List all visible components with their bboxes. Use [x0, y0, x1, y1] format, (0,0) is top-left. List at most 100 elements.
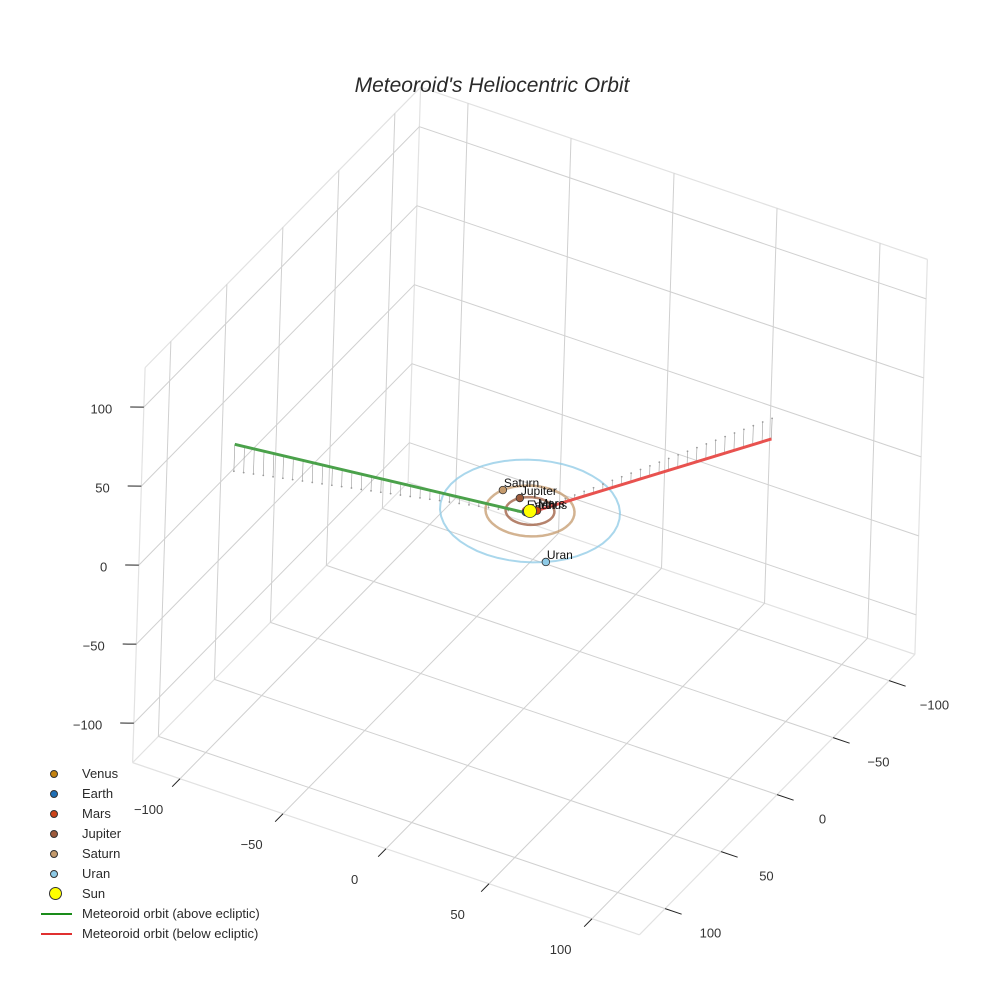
drop-point [409, 495, 412, 498]
legend-item-mars[interactable]: Mars [36, 804, 260, 824]
drop-point [696, 446, 698, 449]
y-tick-label: 50 [759, 868, 773, 883]
drop-point [667, 457, 670, 460]
drop-point [262, 474, 265, 477]
uran-marker[interactable] [541, 557, 551, 567]
drop-point [639, 468, 642, 471]
meteoroid-orbit-above-ecliptic [234, 442, 529, 515]
floor-grid-x [488, 602, 765, 885]
drop-point [340, 485, 343, 488]
drop-point [620, 475, 623, 478]
y-tick-label: −50 [867, 754, 889, 769]
drop-line [341, 469, 343, 487]
legend-label: Meteoroid orbit (below ecliptic) [82, 926, 259, 941]
legend: Venus Earth Mars Jupiter Saturn Uran Sun… [36, 764, 260, 944]
drop-point [281, 477, 284, 480]
drop-point [419, 496, 421, 499]
legend-item-above-ecliptic[interactable]: Meteoroid orbit (above ecliptic) [36, 904, 260, 924]
meteoroid-orbit-below-ecliptic [527, 437, 772, 515]
drop-line [272, 453, 275, 477]
venus-marker-icon [50, 770, 58, 778]
drop-point [555, 501, 557, 504]
drop-point [477, 505, 480, 508]
legend-item-earth[interactable]: Earth [36, 784, 260, 804]
legend-label: Saturn [82, 846, 121, 861]
drop-line [724, 436, 726, 454]
z-tick-label: 0 [100, 559, 107, 574]
drop-point [602, 483, 604, 485]
drop-point [438, 499, 441, 502]
y-tick-label: 0 [819, 811, 826, 826]
drop-point [232, 470, 235, 473]
drop-point [487, 506, 490, 509]
legend-item-jupiter[interactable]: Jupiter [36, 824, 260, 844]
drop-line [331, 467, 333, 486]
y-tick [776, 794, 794, 801]
drop-line [321, 465, 323, 484]
drop-line [243, 446, 245, 473]
wall-grid-x [867, 243, 881, 639]
legend-item-below-ecliptic[interactable]: Meteoroid orbit (below ecliptic) [36, 924, 260, 944]
wall-grid-x [764, 208, 778, 604]
drop-point [677, 453, 680, 456]
drop-point [705, 443, 708, 445]
uran-marker-icon [50, 870, 58, 878]
drop-point [733, 432, 736, 434]
legend-item-venus[interactable]: Venus [36, 764, 260, 784]
drop-point [752, 424, 755, 427]
drop-line [714, 440, 717, 457]
saturn-marker[interactable] [498, 485, 508, 495]
drop-line [282, 455, 284, 479]
drop-point [468, 503, 470, 506]
jupiter-marker-icon [50, 830, 58, 838]
x-tick [583, 918, 593, 928]
legend-item-sun[interactable]: Sun [36, 884, 260, 904]
y-tick [664, 908, 682, 915]
meteoroid-traces [234, 437, 772, 515]
saturn-marker-icon [50, 850, 58, 858]
drop-point [564, 497, 567, 500]
drop-point [272, 475, 274, 478]
wall-grid-z [416, 205, 924, 379]
wall-grid-z [141, 205, 418, 487]
venus-label: Venus [534, 498, 567, 512]
x-tick-label: 0 [351, 872, 358, 887]
drop-point [330, 484, 333, 487]
drop-line [761, 422, 764, 442]
drop-point [592, 486, 595, 489]
drop-point [573, 494, 576, 496]
meteoroid-drop-lines [232, 417, 773, 515]
wall-grid-z [414, 284, 922, 458]
drop-point [771, 417, 773, 420]
y-tick-label: −100 [920, 697, 949, 712]
saturn-label: Saturn [504, 476, 539, 490]
drop-point [761, 421, 764, 423]
floor-grid-y [214, 678, 722, 853]
y-tick-label: 100 [700, 925, 722, 940]
drop-point [428, 498, 431, 501]
chart-title: Meteoroid's Heliocentric Orbit [354, 74, 630, 97]
drop-line [253, 448, 255, 475]
legend-label: Sun [82, 886, 106, 901]
jupiter-marker[interactable] [515, 493, 525, 503]
drop-point [311, 481, 314, 484]
jupiter-label: Jupiter [521, 484, 557, 498]
sun-marker[interactable] [523, 504, 537, 518]
drop-line [733, 432, 735, 451]
z-tick-label: −50 [83, 638, 105, 653]
drop-point [389, 492, 392, 495]
drop-point [350, 487, 353, 489]
legend-item-uran[interactable]: Uran [36, 864, 260, 884]
y-tick [720, 851, 738, 858]
drop-point [583, 490, 586, 493]
drop-point [686, 450, 689, 453]
legend-item-saturn[interactable]: Saturn [36, 844, 260, 864]
axis-ticks: −100 −100 −100 −50 −50 −50 0 0 0 50 50 50 100 100 100 [73, 401, 949, 957]
mars-marker-icon [50, 810, 58, 818]
drop-line [262, 451, 265, 476]
legend-label: Meteoroid orbit (above ecliptic) [82, 906, 260, 921]
mars-label: Mars [538, 497, 565, 511]
z-tick-label: 100 [90, 401, 112, 416]
